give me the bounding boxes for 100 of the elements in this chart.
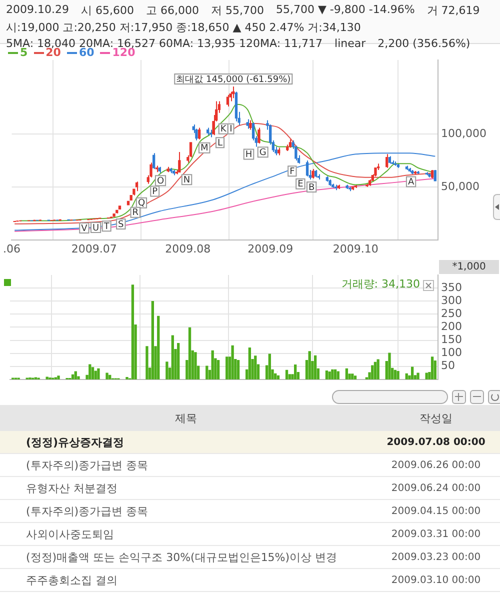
- text: 시:19,000 고:20,250 저:17,950 종:18,650 ▲ 450 2.47% 거:34,130: [6, 20, 361, 35]
- bar: [97, 368, 100, 380]
- annotation: A: [408, 178, 415, 188]
- text: 유형자산 처분결정: [0, 476, 372, 500]
- text: 2,200 (356.56%): [378, 37, 470, 50]
- bar: [248, 347, 252, 380]
- annotation: P: [152, 187, 158, 198]
- annotation: 거래량: 34,130: [341, 277, 420, 290]
- text: 주주총회소집 결의: [0, 568, 372, 592]
- text: 2009.07.08 00:00: [372, 431, 500, 454]
- annotation: Q: [138, 198, 146, 209]
- text: 고 66,000: [146, 3, 199, 18]
- annotation: L: [218, 138, 223, 148]
- annotation: 최대값 145,000 (-61.59%): [176, 74, 291, 85]
- line-series: [14, 178, 436, 232]
- bar: [268, 354, 271, 380]
- x-tick-label: 2009.10: [332, 242, 378, 256]
- text: 55,700 ▼ -9,800 -14.96%: [276, 3, 415, 18]
- annotation: F: [290, 166, 295, 177]
- annotation: O: [156, 176, 164, 187]
- bar: [91, 367, 94, 380]
- text: 사외이사중도퇴임: [0, 522, 372, 546]
- candlestick: [312, 168, 314, 179]
- bar: [166, 362, 168, 380]
- bar: [194, 352, 197, 380]
- y-tick-label: 200: [441, 320, 462, 334]
- bar: [388, 352, 391, 380]
- annotation: M: [200, 144, 208, 154]
- y-tick-label: 150: [441, 333, 462, 346]
- annotation: S: [118, 220, 124, 230]
- annotation: K: [220, 124, 228, 135]
- legend-label: 60: [78, 46, 94, 59]
- x-tick-label: 2009.08: [165, 242, 211, 256]
- legend-label: 5: [20, 46, 28, 59]
- x-tick-label: 2009.09: [248, 242, 294, 256]
- bar: [334, 369, 337, 380]
- candlestick: [306, 160, 309, 177]
- candlestick: [246, 118, 249, 130]
- text: 제목: [0, 405, 372, 431]
- text: (정정)유상증자결정: [0, 431, 372, 454]
- bar: [236, 360, 240, 380]
- annotation: N: [183, 175, 190, 186]
- y-tick-label: 50: [441, 359, 455, 372]
- text: 거 72,619: [426, 3, 480, 18]
- text: 2009.10.29: [6, 3, 69, 18]
- bar: [131, 284, 134, 380]
- legend-label: 120: [112, 46, 136, 59]
- bar: [254, 356, 257, 380]
- x-tick-label: 2009.07: [71, 242, 117, 256]
- text: (투자주의)종가급변 종목: [0, 454, 372, 476]
- bar: [331, 369, 334, 380]
- bar: [336, 371, 340, 380]
- bar: [376, 359, 380, 380]
- bar: [94, 370, 97, 380]
- text: (투자주의)종가급변 종목: [0, 500, 372, 522]
- text: 작성일: [372, 405, 500, 431]
- bar: [328, 372, 331, 380]
- bar: [216, 360, 220, 380]
- bar: [396, 370, 400, 380]
- text: 2009.03.10 00:00: [372, 568, 500, 592]
- bar: [430, 356, 434, 380]
- bar: [177, 343, 180, 380]
- bar: [74, 371, 77, 380]
- annotation: R: [132, 208, 139, 218]
- bar: [106, 372, 108, 380]
- text: 2009.03.23 00:00: [372, 546, 500, 568]
- y-tick-label: 350: [441, 280, 462, 294]
- candlestick: [386, 154, 388, 168]
- annotation: B: [308, 182, 315, 193]
- bar: [371, 365, 374, 380]
- annotation: T: [102, 222, 110, 232]
- annotation: I: [230, 124, 232, 135]
- bar: [88, 364, 92, 380]
- bar: [146, 346, 148, 380]
- y-tick-label: 300: [441, 294, 462, 307]
- y-axis-title: *1,000: [452, 262, 486, 273]
- bar: [188, 327, 192, 380]
- text: (정정)매출액 또는 손익구조 30%(대규모법인은15%)이상 변경: [0, 546, 372, 568]
- bar: [308, 351, 311, 380]
- annotation: V: [81, 224, 88, 234]
- annotation: G: [259, 148, 266, 158]
- y-tick-label: 100: [441, 346, 462, 360]
- text: 2009.06.26 00:00: [372, 454, 500, 476]
- candlestick: [198, 127, 201, 140]
- candlestick: [226, 94, 230, 108]
- bar: [294, 364, 297, 380]
- bar: [410, 366, 414, 380]
- bar: [157, 316, 160, 380]
- text: linear: [334, 37, 366, 50]
- text: 저 55,700: [210, 3, 264, 18]
- bar: [171, 335, 174, 380]
- x-tick-label: .06: [2, 242, 20, 256]
- bar: [345, 368, 348, 380]
- y-tick-label: 50,000: [441, 180, 480, 193]
- bar: [416, 372, 420, 380]
- candlestick: [195, 128, 198, 141]
- y-tick-label: 100,000: [441, 126, 486, 140]
- bar: [226, 356, 228, 380]
- bar: [374, 362, 377, 380]
- y-tick-label: 250: [441, 307, 462, 320]
